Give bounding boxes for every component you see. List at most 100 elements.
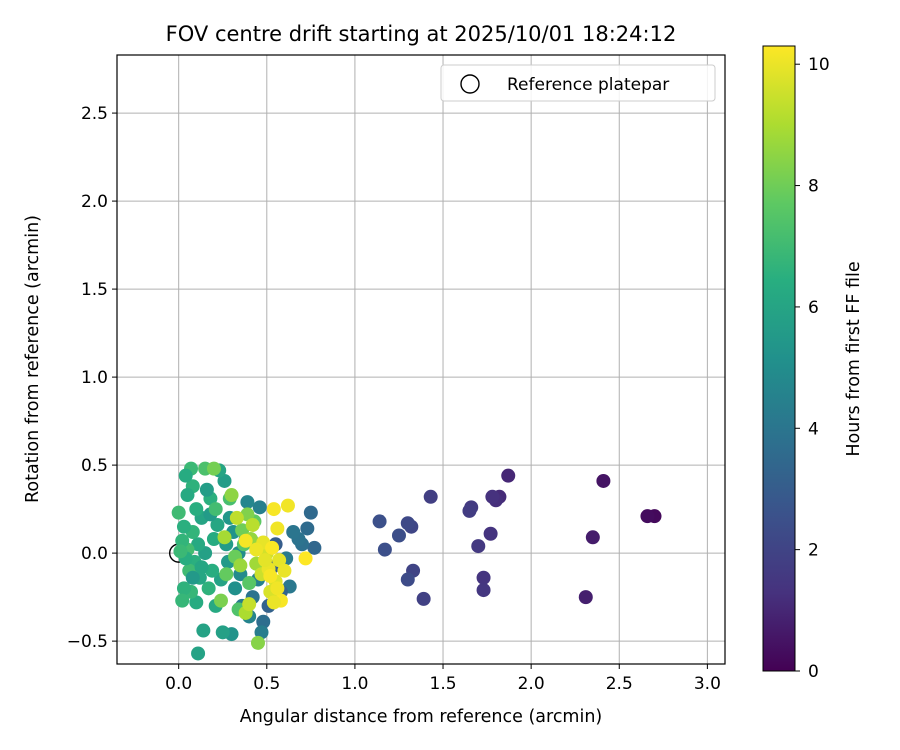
data-point	[256, 614, 271, 629]
data-point	[272, 553, 287, 568]
data-point	[400, 572, 415, 587]
y-tick-label: 0.0	[81, 544, 108, 564]
data-point	[252, 500, 267, 515]
data-point	[189, 502, 204, 517]
x-tick-label: 3.0	[694, 674, 721, 694]
data-point	[585, 530, 600, 545]
data-point	[191, 646, 206, 661]
data-point	[189, 595, 204, 610]
data-point	[213, 593, 228, 608]
plot-frame	[116, 54, 726, 665]
data-point	[242, 576, 257, 591]
data-point	[266, 595, 281, 610]
y-axis-label: Rotation from reference (arcmin)	[23, 215, 43, 503]
data-point	[578, 590, 593, 605]
data-point	[224, 488, 239, 503]
x-tick-label: 0.0	[165, 674, 192, 694]
y-tick-label: −0.5	[67, 632, 108, 652]
y-tick-label: 0.5	[81, 456, 108, 476]
data-point	[423, 489, 438, 504]
data-point	[206, 461, 221, 476]
colorbar-ticks: 0 2 4 6 8 10	[795, 55, 830, 682]
colorbar: 0 2 4 6 8 10 Hours from first FF file	[762, 45, 864, 682]
data-point	[235, 523, 250, 538]
data-point	[270, 521, 285, 536]
data-point	[300, 521, 315, 536]
data-point	[228, 581, 243, 596]
data-point	[265, 540, 280, 555]
data-point	[263, 568, 278, 583]
data-point	[400, 516, 415, 531]
data-point	[240, 495, 255, 510]
x-tick-label: 0.5	[253, 674, 280, 694]
chart-title: FOV centre drift starting at 2025/10/01 …	[166, 22, 677, 46]
data-point	[476, 570, 491, 585]
data-point	[191, 537, 206, 552]
data-point	[208, 502, 223, 517]
y-tick-label: 1.5	[81, 280, 108, 300]
data-point	[258, 553, 273, 568]
data-point	[307, 540, 322, 555]
y-tick-label: 2.0	[81, 192, 108, 212]
data-point	[250, 635, 265, 650]
data-point	[206, 532, 221, 547]
data-point	[416, 591, 431, 606]
data-point	[215, 625, 230, 640]
data-point	[240, 507, 255, 522]
grid	[117, 55, 725, 664]
colorbar-tick-label: 4	[808, 419, 819, 439]
data-point	[176, 581, 191, 596]
data-point	[178, 468, 193, 483]
data-point	[501, 468, 516, 483]
data-point	[254, 625, 269, 640]
legend-label: Reference platepar	[507, 75, 669, 95]
data-point	[176, 519, 191, 534]
legend: Reference platepar	[440, 64, 716, 102]
y-axis-ticks: −0.5 0.0 0.5 1.0 1.5 2.0 2.5	[67, 104, 117, 652]
data-point	[196, 623, 211, 638]
colorbar-tick-label: 0	[808, 662, 819, 682]
data-point	[217, 473, 232, 488]
data-point	[233, 558, 248, 573]
colorbar-tick-label: 10	[808, 55, 830, 75]
x-tick-label: 1.0	[341, 674, 368, 694]
data-point	[175, 593, 190, 608]
y-tick-label: 1.0	[81, 368, 108, 388]
data-point	[277, 563, 292, 578]
data-point	[219, 567, 234, 582]
data-point	[229, 510, 244, 525]
data-point	[377, 542, 392, 557]
x-tick-label: 1.5	[430, 674, 457, 694]
x-axis-ticks: 0.0 0.5 1.0 1.5 2.0 2.5 3.0	[165, 664, 721, 694]
data-point	[194, 560, 209, 575]
data-point	[391, 528, 406, 543]
x-tick-label: 2.5	[606, 674, 633, 694]
x-axis-label: Angular distance from reference (arcmin)	[240, 707, 603, 727]
data-point	[242, 597, 257, 612]
data-point	[462, 503, 477, 518]
legend-reference-marker	[460, 74, 480, 94]
data-point	[249, 542, 264, 557]
data-point	[201, 581, 216, 596]
data-point	[210, 517, 225, 532]
colorbar-tick-label: 6	[808, 298, 819, 318]
y-tick-label: 2.5	[81, 104, 108, 124]
colorbar-tick-label: 2	[808, 541, 819, 561]
data-point	[217, 530, 232, 545]
data-point	[205, 563, 220, 578]
data-point	[270, 581, 285, 596]
data-point	[286, 524, 301, 539]
data-point	[303, 505, 318, 520]
colorbar-gradient	[762, 45, 796, 672]
data-point	[640, 509, 655, 524]
data-point	[596, 473, 611, 488]
data-point	[171, 505, 186, 520]
data-point	[298, 551, 313, 566]
legend-box	[440, 64, 716, 102]
data-point	[476, 583, 491, 598]
x-tick-label: 2.0	[518, 674, 545, 694]
data-point	[185, 570, 200, 585]
data-point	[238, 533, 253, 548]
data-point	[199, 482, 214, 497]
